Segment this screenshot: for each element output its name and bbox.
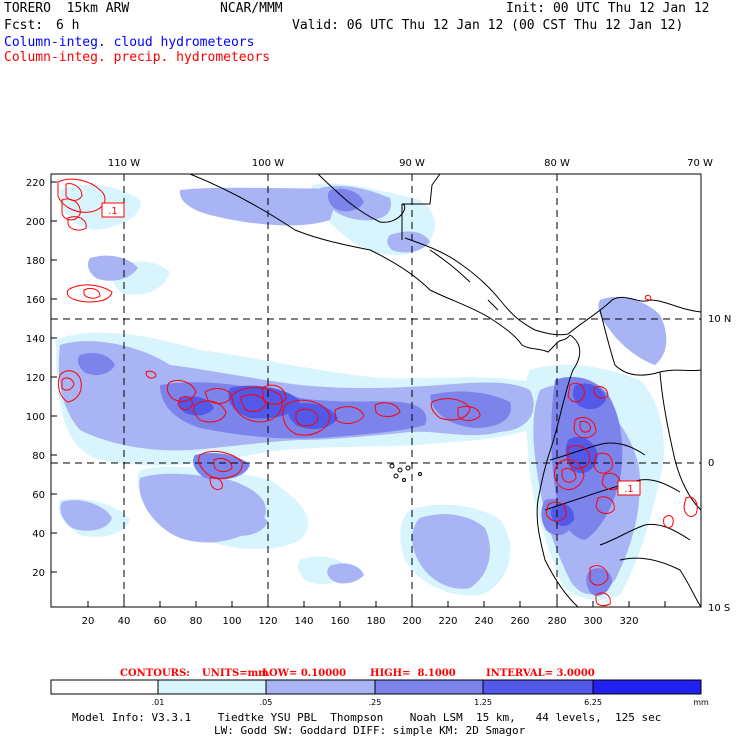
y-tick-label: 60 xyxy=(32,490,45,501)
physics-info: LW: Godd SW: Goddard DIFF: simple KM: 2D… xyxy=(214,724,526,737)
x-axis-labels: 20 40 60 80 100 120 140 160 180 200 220 … xyxy=(82,616,639,627)
lon-label-80w: 80 W xyxy=(544,158,570,169)
lat-label-10n: 10 N xyxy=(708,314,731,325)
contour-label-2: .1 xyxy=(624,484,634,495)
colorbar-bin-3 xyxy=(266,680,375,694)
y-tick-label: 20 xyxy=(32,568,45,579)
colorbar-bin-1 xyxy=(51,680,158,694)
forecast-label: Fcst: xyxy=(4,18,44,33)
model-info: Model Info: V3.3.1 Tiedtke YSU PBL Thomp… xyxy=(72,711,662,724)
x-tick-label: 100 xyxy=(222,616,241,627)
x-tick-label: 320 xyxy=(619,616,638,627)
x-tick-label: 260 xyxy=(510,616,529,627)
lat-label-10s: 10 S xyxy=(708,603,730,614)
contours-high: HIGH= 8.1000 xyxy=(370,668,456,679)
contour-label-box-2: .1 xyxy=(617,480,641,496)
contours-low: LOW= 0.10000 xyxy=(262,668,347,679)
lat-label-0: 0 xyxy=(708,458,714,469)
field-precip-title: Column-integ. precip. hydrometeors xyxy=(4,50,271,65)
x-tick-label: 60 xyxy=(154,616,167,627)
latitude-labels: 10 N 0 10 S xyxy=(708,314,731,614)
lon-label-110w: 110 W xyxy=(108,158,140,169)
colorbar xyxy=(50,679,702,695)
x-axis-ticks xyxy=(87,601,666,607)
x-tick-label: 200 xyxy=(402,616,421,627)
colorbar-tick-label: .25 xyxy=(369,698,382,707)
x-tick-label: 40 xyxy=(118,616,131,627)
x-tick-label: 300 xyxy=(583,616,602,627)
init-time: Init: 00 UTC Thu 12 Jan 12 xyxy=(506,1,710,16)
y-tick-label: 100 xyxy=(26,412,45,423)
lon-label-100w: 100 W xyxy=(252,158,284,169)
x-tick-label: 160 xyxy=(330,616,349,627)
y-tick-label: 140 xyxy=(26,334,45,345)
x-tick-label: 240 xyxy=(474,616,493,627)
colorbar-unit: mm xyxy=(693,698,709,707)
colorbar-tick-label: .01 xyxy=(152,698,165,707)
y-axis-labels: 220 200 180 160 140 120 100 80 60 40 20 xyxy=(26,178,45,579)
cloud-bin-dense xyxy=(178,383,606,526)
graticule xyxy=(51,174,701,607)
longitude-labels: 110 W 100 W 90 W 80 W 70 W xyxy=(108,158,713,169)
contour-label-box-1: .1 xyxy=(101,202,125,218)
colorbar-ticks: .01 .05 .25 1.25 6.25 mm xyxy=(152,698,709,707)
colorbar-tick-label: 6.25 xyxy=(584,698,602,707)
y-tick-label: 180 xyxy=(26,256,45,267)
y-tick-label: 40 xyxy=(32,529,45,540)
y-tick-label: 80 xyxy=(32,451,45,462)
lon-label-90w: 90 W xyxy=(399,158,425,169)
x-tick-label: 120 xyxy=(258,616,277,627)
y-axis-ticks xyxy=(51,181,57,573)
model-title: TORERO 15km ARW xyxy=(4,1,130,16)
x-tick-label: 80 xyxy=(190,616,203,627)
lon-label-70w: 70 W xyxy=(687,158,713,169)
organization: NCAR/MMM xyxy=(220,1,283,16)
colorbar-bin-5 xyxy=(483,680,593,694)
x-tick-label: 280 xyxy=(547,616,566,627)
field-cloud-title: Column-integ. cloud hydrometeors xyxy=(4,35,255,50)
y-tick-label: 200 xyxy=(26,217,45,228)
x-tick-label: 140 xyxy=(294,616,313,627)
colorbar-bin-2 xyxy=(158,680,266,694)
forecast-hour: 6 h xyxy=(56,18,80,33)
colorbar-bin-4 xyxy=(375,680,483,694)
valid-time: Valid: 06 UTC Thu 12 Jan 12 (00 CST Thu … xyxy=(292,18,684,33)
contours-interval: INTERVAL= 3.0000 xyxy=(486,668,595,679)
x-tick-label: 180 xyxy=(366,616,385,627)
y-tick-label: 220 xyxy=(26,178,45,189)
contours-units: UNITS=mm xyxy=(202,668,269,679)
colorbar-bin-6 xyxy=(593,680,701,694)
colorbar-tick-label: .05 xyxy=(260,698,273,707)
y-tick-label: 160 xyxy=(26,295,45,306)
contours-label: CONTOURS: xyxy=(120,668,190,679)
y-tick-label: 120 xyxy=(26,373,45,384)
colorbar-tick-label: 1.25 xyxy=(474,698,492,707)
x-tick-label: 220 xyxy=(438,616,457,627)
coastlines xyxy=(189,174,701,607)
contour-label-1: .1 xyxy=(108,206,118,217)
x-tick-label: 20 xyxy=(82,616,95,627)
